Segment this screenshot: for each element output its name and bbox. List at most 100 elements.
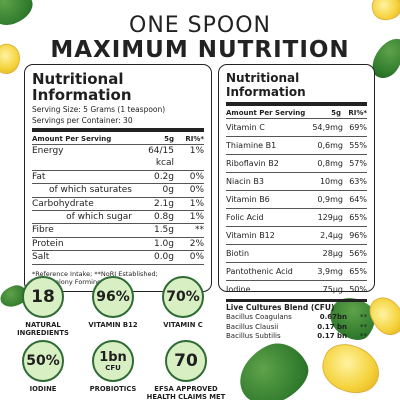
nutrient-amount: 0.8g [153,212,174,223]
culture-ri: ** [360,313,367,321]
badge-value: 50% [26,353,60,369]
nutrient-ri: ** [195,225,204,236]
nutrient-amount: 0.0g [153,252,174,263]
header-name: Amount Per Serving [32,135,112,143]
vitamin-ri: 64% [349,195,367,204]
vitamin-amount: 0,9mg [317,195,343,204]
nutrient-name: Carbohydrate [32,198,94,209]
footnote-cfu: CFU=Colony Forming UNIT [32,278,119,287]
spinach-leaf-decoration [229,333,317,400]
culture-list: Bacillus Coagulans 0.67bn ** Bacillus Clau… [226,313,367,342]
badge-circle: 70% [162,276,204,318]
table-header: Amount Per Serving 5g RI%* [226,108,367,118]
vitamin-name: Folic Acid [226,213,264,222]
divider [226,299,367,302]
nutrient-name: Protein [32,238,64,249]
panel-title: Nutritional Information [32,70,132,104]
culture-amount: 0.67bn [319,313,347,321]
culture-ri: ** [360,332,367,340]
badge-probiotics: 1bn CFU PROBIOTICS [78,340,148,393]
table-row: Fat 0.2g 0% [32,169,204,183]
culture-name: Bacillus Subtilis [226,332,281,340]
nutrient-ri: 0% [189,171,204,182]
vitamin-ri: 56% [349,249,367,258]
badge-circle: 50% [22,340,64,382]
nutrient-ri: 1% [189,146,204,156]
vitamin-ri: 63% [349,177,367,186]
nutrient-amount: 2.1g [153,198,174,209]
panel-title: Nutritional Information [226,71,306,99]
nutrient-ri: 1% [189,198,204,209]
table-row: Fibre 1.5g ** [32,223,204,236]
nutrient-name: of which saturates [48,185,132,196]
nutrition-panel-vitamins: Nutritional Information Amount Per Servi… [218,64,375,340]
vitamin-amount: 75µg [322,285,343,294]
live-cultures-title: Live Cultures Blend (CFU) [226,303,335,312]
badge-value: 96% [96,289,130,305]
vitamin-ri: 57% [349,159,367,168]
badge-circle: 18 [22,276,64,318]
vitamin-ri: 96% [349,231,367,240]
badge-vitamin-c: 70% VITAMIN C [148,276,218,329]
culture-name: Bacillus Clausii [226,322,279,331]
nutrient-ri: 0% [189,185,204,196]
nutrient-amount: 1.0g [153,238,174,249]
table-row: Vitamin B6 0,9mg 64% [226,190,367,208]
table-row: of which sugar 0.8g 1% [32,210,204,223]
heading-one-spoon: ONE SPOON [129,13,271,38]
vitamin-name: Riboflavin B2 [226,159,279,168]
table-row: Folic Acid 129µg 65% [226,208,367,226]
vitamin-amount: 0,8mg [317,159,343,168]
badge-value: 1bn [99,349,127,365]
footnote-reference-intake: *Reference Intake; **NoRI Established; [32,269,158,278]
divider [32,128,204,132]
badge-iodine: 50% IODINE [8,340,78,393]
list-item: Bacillus Subtilis 0.17 bn ** [226,332,367,342]
culture-amount: 0.17 bn [317,332,347,340]
heading-maximum-nutrition: MAXIMUM NUTRITION [50,37,350,63]
badge-label: VITAMIN C [163,321,203,329]
nutrient-amount: 1.5g [153,225,174,236]
table-row: Biotin 28µg 56% [226,244,367,262]
vitamin-amount: 0,6mg [317,141,343,150]
vitamin-name: Niacin B3 [226,177,264,186]
nutrient-name: Fat [32,171,46,182]
badge-unit: CFU [105,363,121,372]
vitamin-name: Biotin [226,249,250,258]
servings-per-container: Servings per Container: 30 [32,116,133,125]
badge-label: NATURAL INGREDIENTS [17,321,69,337]
vitamin-ri: 65% [349,267,367,276]
vitamin-amount: 3,9mg [317,267,343,276]
nutrient-name: Energy [32,146,64,156]
table-row: Protein 1.0g 2% [32,236,204,250]
vitamin-amount: 2,4µg [320,231,343,240]
table-row: of which saturates 0g 0% [32,183,204,196]
vitamin-ri: 50% [349,285,367,294]
nutrient-ri: 2% [189,238,204,249]
vitamin-name: Vitamin C [226,123,265,132]
badge-natural-ingredients: 18 NATURAL INGREDIENTS [8,276,78,337]
nutrition-panel-main: Nutritional Information Serving Size: 5 … [24,64,212,292]
vitamin-ri: 55% [349,141,367,150]
badge-value: 18 [31,286,55,307]
badge-label: IODINE [29,385,57,393]
nutrient-ri: 1% [189,212,204,223]
table-row: Niacin B3 10mg 63% [226,172,367,190]
nutrient-name: Fibre [32,225,54,236]
header-amount: 5g [164,135,174,143]
culture-amount: 0.17 bn [317,322,347,331]
badge-circle: 70 [165,340,207,382]
nutrient-ri: 0% [189,252,204,263]
badge-efsa-claims: 70 EFSA APPROVED HEALTH CLAIMS MET [146,340,226,400]
badge-value: 70 [174,350,198,371]
list-item: Bacillus Coagulans 0.67bn ** [226,313,367,323]
vitamin-amount: 28µg [322,249,343,258]
vitamin-ri: 69% [349,123,367,132]
vitamin-name: Vitamin B12 [226,231,275,240]
nutrient-amount: 0.2g [153,171,174,182]
header-amount: 5g [331,109,341,117]
badge-label: PROBIOTICS [89,385,137,393]
culture-ri: ** [360,322,367,331]
table-row: Riboflavin B2 0,8mg 57% [226,154,367,172]
vitamin-name: Pantothenic Acid [226,267,293,276]
